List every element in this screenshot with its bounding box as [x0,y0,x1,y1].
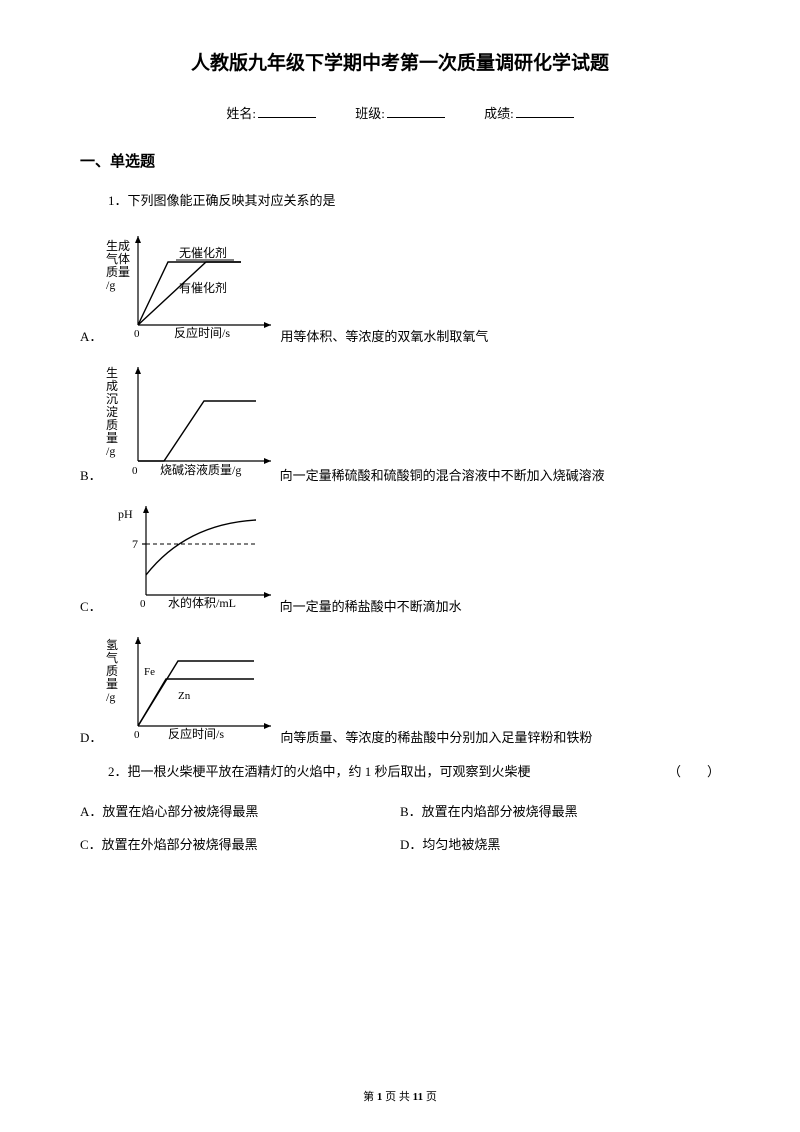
svg-text:有催化剂: 有催化剂 [179,280,227,295]
svg-text:0: 0 [140,598,146,610]
svg-text:生成沉淀质量/g: 生成沉淀质量/g [106,366,118,458]
option-desc: 用等体积、等浓度的双氧水制取氧气 [280,326,488,345]
q2-options: A．放置在焰心部分被烧得最黑 B．放置在内焰部分被烧得最黑 C．放置在外焰部分被… [80,801,720,853]
info-line: 姓名: 班级: 成绩: [80,103,720,122]
q2-paren: （ ） [668,762,720,783]
svg-text:生成气体质量/g: 生成气体质量/g [106,239,130,292]
option-desc: 向等质量、等浓度的稀盐酸中分别加入足量锌粉和铁粉 [280,727,592,746]
q1-option-b: B． 生成沉淀质量/g 0 烧碱溶液质量/g 向一定量稀硫酸和硫酸铜的混合溶液中… [80,361,720,484]
footer-b: 页 共 [382,1091,412,1103]
svg-text:烧碱溶液质量/g: 烧碱溶液质量/g [160,462,241,477]
option-desc: 向一定量的稀盐酸中不断滴加水 [280,596,462,615]
chart-b: 生成沉淀质量/g 0 烧碱溶液质量/g [106,361,276,484]
chart-d: Fe Zn 氢气质量/g 0 反应时间/s [106,631,276,746]
q1-stem: 1．下列图像能正确反映其对应关系的是 [108,191,720,212]
footer-a: 第 [363,1091,377,1103]
page-footer: 第 1 页 共 11 页 [0,1088,800,1104]
svg-text:反应时间/s: 反应时间/s [174,325,230,340]
svg-text:氢气质量/g: 氢气质量/g [106,637,118,704]
q2-stem: 2．把一根火柴梗平放在酒精灯的火焰中，约 1 秒后取出，可观察到火柴梗 （ ） [108,762,720,783]
q1-option-a: A． 无催化剂 有催化剂 生成气体质量/g 0 反应时间/s 用等体积、等浓度的… [80,230,720,345]
chart-a: 无催化剂 有催化剂 生成气体质量/g 0 反应时间/s [106,230,276,345]
q2-option-c: C．放置在外焰部分被烧得最黑 [80,834,400,853]
score-label: 成绩: [484,106,514,121]
footer-total: 11 [413,1091,423,1103]
score-blank [516,104,574,118]
option-letter: B． [80,465,102,484]
q1-option-d: D． Fe Zn 氢气质量/g 0 反应时间/s 向等质量、等浓度的稀盐酸中分别… [80,631,720,746]
svg-text:反应时间/s: 反应时间/s [168,726,224,741]
option-letter: D． [80,727,102,746]
svg-text:pH: pH [118,507,133,521]
chart-c: pH 7 0 水的体积/mL [106,500,276,615]
svg-text:Fe: Fe [144,666,155,678]
svg-text:无催化剂: 无催化剂 [179,245,227,260]
name-label: 姓名: [226,106,256,121]
class-label: 班级: [355,106,385,121]
section-heading: 一、单选题 [80,150,720,171]
page-title: 人教版九年级下学期中考第一次质量调研化学试题 [80,48,720,75]
q1-option-c: C． pH 7 0 水的体积/mL 向一定量的稀盐酸中不断滴加水 [80,500,720,615]
svg-text:7: 7 [132,537,138,551]
svg-text:水的体积/mL: 水的体积/mL [168,595,236,610]
svg-text:Zn: Zn [178,690,191,702]
q2-option-d: D．均匀地被烧黑 [400,834,720,853]
svg-text:0: 0 [134,729,140,741]
option-letter: A． [80,326,102,345]
q2-text: 2．把一根火柴梗平放在酒精灯的火焰中，约 1 秒后取出，可观察到火柴梗 [108,764,531,779]
class-blank [387,104,445,118]
svg-text:0: 0 [132,465,138,477]
option-letter: C． [80,596,102,615]
footer-c: 页 [423,1091,437,1103]
svg-text:0: 0 [134,328,140,340]
q2-option-a: A．放置在焰心部分被烧得最黑 [80,801,400,820]
q2-option-b: B．放置在内焰部分被烧得最黑 [400,801,720,820]
name-blank [258,104,316,118]
option-desc: 向一定量稀硫酸和硫酸铜的混合溶液中不断加入烧碱溶液 [280,465,605,484]
